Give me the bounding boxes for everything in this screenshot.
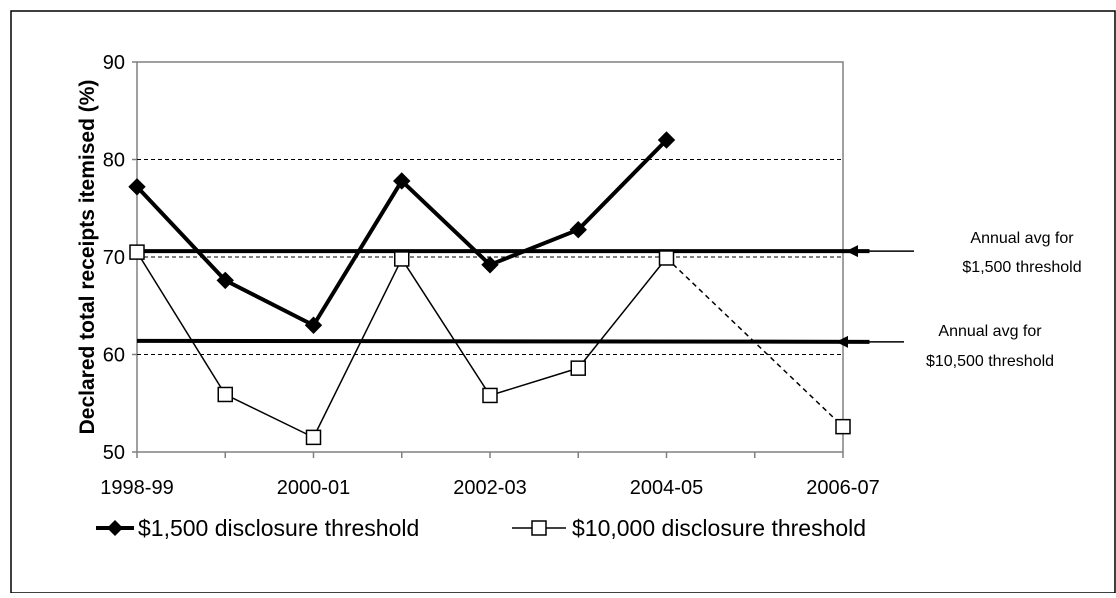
series-line-segment [224, 278, 315, 328]
data-point-square [835, 418, 851, 435]
x-tick-label: 2002-03 [453, 477, 526, 499]
legend: $1,500 disclosure threshold $10,000 discl… [96, 515, 866, 541]
series-line-segment [312, 258, 403, 438]
series-line-segment [489, 227, 579, 267]
data-point-diamond [481, 256, 499, 274]
data-point-square [658, 250, 675, 266]
data-point-diamond [128, 178, 146, 196]
series-line-segment [311, 179, 404, 327]
x-tick-label: 2000-01 [277, 477, 350, 499]
y-tick-label: 90 [103, 52, 125, 74]
y-tick-label: 50 [103, 442, 125, 464]
average-line [136, 338, 870, 344]
data-point-diamond [393, 172, 411, 190]
data-point-diamond [569, 220, 587, 239]
chart-border [10, 10, 1116, 594]
annotations: Annual avg for $1,500 threshold Annual avg… [836, 230, 1082, 370]
data-point-square [394, 251, 410, 267]
series-line-segment [401, 258, 491, 396]
legend-square-icon [531, 520, 547, 536]
series-dashed-projection [665, 257, 844, 428]
data-point-square [129, 244, 145, 260]
annotation-line-1: Annual avg for [970, 230, 1074, 247]
annotation-line-2: $10,500 threshold [926, 353, 1054, 370]
data-point-diamond [304, 316, 323, 334]
x-tick-label: 1998-99 [100, 477, 173, 499]
series-line-segment [136, 251, 226, 395]
legend-label-1500: $1,500 disclosure threshold [138, 515, 419, 541]
data-point-diamond [216, 271, 234, 290]
annotation-line-2: $1,500 threshold [962, 259, 1081, 276]
x-tick-label: 2006-07 [806, 477, 879, 499]
legend-diamond-icon [107, 520, 123, 536]
data-point-square [482, 387, 498, 404]
series-line-segment [576, 138, 668, 232]
series-line-segment [135, 185, 227, 282]
data-point-square [305, 429, 322, 446]
series-line-segment [489, 367, 579, 397]
data-point-square [570, 360, 586, 376]
y-axis-label: Declared total receipts itemised (%) [76, 80, 99, 435]
series-line-segment [224, 393, 314, 439]
legend-label-10000: $10,000 disclosure threshold [572, 515, 866, 541]
data-point-square [217, 386, 233, 403]
annotation-arrowhead [846, 245, 858, 258]
annotation-line-1: Annual avg for [938, 323, 1042, 340]
y-tick-label: 60 [103, 345, 125, 367]
annotation-arrowhead [836, 335, 848, 348]
series-line-segment [577, 257, 668, 369]
y-tick-label: 80 [103, 150, 125, 172]
y-tick-label: 70 [103, 247, 125, 269]
series-line-segment [400, 179, 492, 267]
axis-layer: 50 60 70 80 90 1998-99 2000-01 2002-03 2004-05 20… [100, 52, 879, 499]
series-layer [128, 131, 851, 446]
data-point-diamond [657, 131, 676, 149]
reference-lines [136, 249, 870, 344]
x-tick-label: 2004-05 [630, 477, 703, 499]
